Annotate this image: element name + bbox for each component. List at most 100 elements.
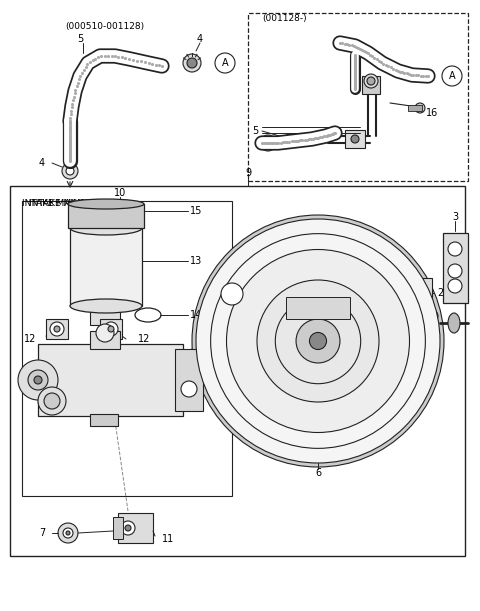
Point (330, 128, 338, 138)
Point (148, 59, 156, 69)
Point (356, 44, 364, 54)
Point (351, 82, 359, 92)
Bar (68, 204, 144, 228)
Point (67, 112, 74, 122)
Circle shape (364, 74, 378, 88)
Point (66, 150, 74, 160)
Point (314, 133, 322, 142)
Point (104, 51, 112, 61)
Point (351, 59, 359, 68)
Point (66, 143, 74, 153)
Text: INTAKE MANIFOLD: INTAKE MANIFOLD (22, 199, 104, 208)
Point (66, 141, 74, 150)
Point (66, 124, 74, 134)
Point (351, 65, 359, 75)
Point (78, 68, 86, 78)
Text: 13: 13 (190, 256, 202, 266)
Point (142, 57, 149, 67)
Circle shape (196, 219, 440, 463)
Point (322, 131, 329, 141)
Circle shape (28, 370, 48, 390)
Point (351, 73, 359, 83)
Circle shape (121, 521, 135, 535)
Point (351, 57, 359, 67)
Point (75, 75, 83, 84)
Point (373, 54, 381, 64)
Point (351, 64, 359, 74)
Point (108, 51, 115, 61)
Bar (38, 344, 183, 416)
Point (66, 133, 74, 143)
Point (328, 130, 336, 139)
Circle shape (367, 77, 375, 85)
Point (351, 78, 359, 88)
Point (394, 66, 402, 76)
Point (389, 64, 397, 73)
Circle shape (104, 322, 118, 336)
Text: A: A (228, 289, 235, 299)
Text: A: A (222, 58, 228, 68)
Point (66, 153, 74, 163)
Point (273, 138, 280, 148)
Point (346, 40, 353, 49)
Point (324, 130, 332, 140)
Point (155, 60, 163, 70)
Point (281, 137, 289, 147)
Point (66, 142, 74, 152)
Point (66, 134, 74, 144)
Point (419, 71, 427, 81)
Point (422, 71, 430, 81)
Point (307, 134, 315, 144)
Point (326, 130, 334, 139)
Point (351, 60, 359, 70)
Text: 9: 9 (245, 168, 251, 178)
Circle shape (426, 310, 438, 322)
Point (66, 120, 74, 130)
Circle shape (125, 525, 131, 531)
Text: 10: 10 (114, 188, 126, 198)
Bar (90, 331, 120, 349)
Point (118, 53, 126, 62)
Point (351, 83, 359, 93)
Point (351, 70, 359, 80)
Point (270, 138, 278, 148)
Point (348, 40, 355, 50)
Text: 12: 12 (138, 334, 150, 344)
Point (66, 147, 74, 156)
Point (392, 65, 399, 75)
Point (82, 62, 89, 72)
Point (351, 71, 359, 81)
Circle shape (257, 280, 379, 402)
Circle shape (351, 135, 359, 143)
Point (351, 76, 359, 86)
Point (66, 145, 74, 155)
Text: 15: 15 (190, 206, 203, 216)
Circle shape (96, 324, 114, 342)
Point (424, 71, 432, 81)
Circle shape (442, 66, 462, 86)
Point (66, 137, 74, 147)
Text: 6: 6 (315, 468, 321, 478)
Point (66, 116, 74, 126)
Point (351, 53, 359, 63)
Circle shape (227, 249, 409, 433)
Point (351, 51, 359, 61)
Circle shape (448, 242, 462, 256)
Point (375, 56, 383, 65)
Point (351, 72, 359, 82)
Point (377, 57, 385, 67)
Circle shape (448, 264, 462, 278)
Text: 11: 11 (162, 534, 174, 544)
Point (70, 92, 78, 101)
Circle shape (296, 319, 340, 363)
Point (66, 116, 74, 126)
Point (364, 48, 372, 58)
Point (371, 53, 378, 62)
Bar (113, 517, 123, 539)
Point (74, 78, 82, 88)
Point (260, 138, 268, 148)
Point (341, 39, 348, 49)
Ellipse shape (68, 199, 144, 209)
Bar (100, 319, 122, 339)
Point (366, 49, 374, 59)
